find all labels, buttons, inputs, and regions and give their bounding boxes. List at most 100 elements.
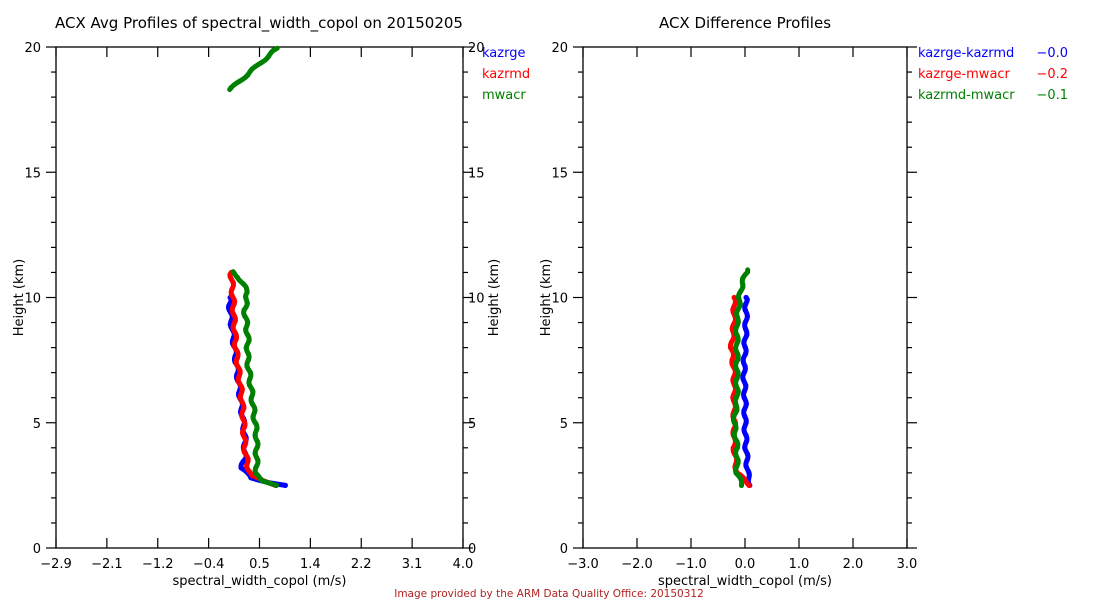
data-point [733,382,739,388]
data-point [744,457,750,463]
data-point [229,292,235,299]
data-point [732,345,739,351]
data-point [236,78,243,84]
data-point [249,66,255,72]
data-point [742,326,749,332]
data-point [246,338,252,344]
data-point [241,424,248,430]
x-tick-label: −3.0 [567,557,599,572]
data-point [229,286,235,292]
data-point [734,351,741,357]
data-point [234,361,240,367]
data-point [250,388,256,395]
x-tick-label: −2.0 [621,557,653,572]
data-point [236,380,242,386]
data-point [247,376,253,382]
y-tick-label: 20 [551,41,568,56]
data-point [244,462,250,468]
x-tick-label: 1.4 [300,557,321,572]
data-point [733,426,739,432]
y-tick-label: 10 [24,292,41,307]
legend-entry: kazrge-mwacr [918,67,1011,82]
data-point [731,420,737,426]
data-point [230,324,236,330]
data-point [240,281,246,287]
data-point [734,313,740,319]
data-point [241,307,247,313]
data-point [742,345,748,351]
data-point [740,376,746,382]
data-point [231,342,237,349]
data-point [249,401,255,407]
data-point [740,282,746,288]
data-point [238,411,245,417]
data-point [234,274,241,281]
data-point [743,382,749,388]
data-point [252,451,258,457]
data-point [740,275,746,281]
data-point [232,299,238,305]
legend-entry: kazrmd-mwacr [918,88,1015,103]
data-point [734,357,741,363]
data-point [237,367,243,374]
data-point [232,317,238,324]
data-point [738,476,744,482]
y-axis-label: Height (km) [539,259,554,336]
data-point [742,413,748,420]
data-point [254,426,260,432]
x-tick-label: 4.0 [453,557,474,572]
data-point [239,386,245,392]
data-point [743,438,750,445]
data-point [241,418,247,424]
data-point [282,482,288,488]
data-point [258,60,264,66]
data-point [729,357,735,363]
data-point [740,357,746,363]
y-tick-label: 5 [33,417,41,432]
y-tick-label: 15 [551,166,568,181]
data-point [741,407,747,413]
data-point [245,72,251,78]
data-point [242,443,248,449]
data-point [245,456,251,462]
data-point [230,311,237,317]
data-point [735,319,741,326]
data-point [254,445,260,451]
data-point [227,274,233,280]
data-point [734,438,740,445]
data-point [746,482,752,488]
y-tick-label: 15 [24,166,41,181]
x-tick-label: −1.2 [142,557,174,572]
data-point [741,388,747,395]
data-point [741,426,747,432]
data-point [257,475,263,482]
data-point [731,432,737,438]
data-point [732,301,738,307]
data-point [730,307,736,313]
data-point [744,269,751,275]
legend-value: −0.1 [1036,88,1068,103]
data-point [243,345,249,351]
data-point [734,376,740,382]
credit-text: Image provided by the ARM Data Quality O… [394,588,704,600]
x-tick-label: 1.0 [789,557,810,572]
data-point [733,395,739,401]
data-point [741,395,747,401]
data-point [733,363,739,369]
data-point [727,345,734,351]
x-tick-label: −1.0 [675,557,707,572]
data-point [255,457,261,463]
data-point [252,420,258,426]
data-point [738,482,745,488]
data-point [735,338,741,344]
data-point [236,374,242,380]
data-point [735,370,741,376]
data-point [229,305,236,311]
y-tick-label: 0 [560,542,568,557]
legend-value: −0.0 [1036,46,1068,61]
data-point [239,399,245,405]
data-point [246,468,252,474]
chart-title: ACX Difference Profiles [659,14,831,32]
